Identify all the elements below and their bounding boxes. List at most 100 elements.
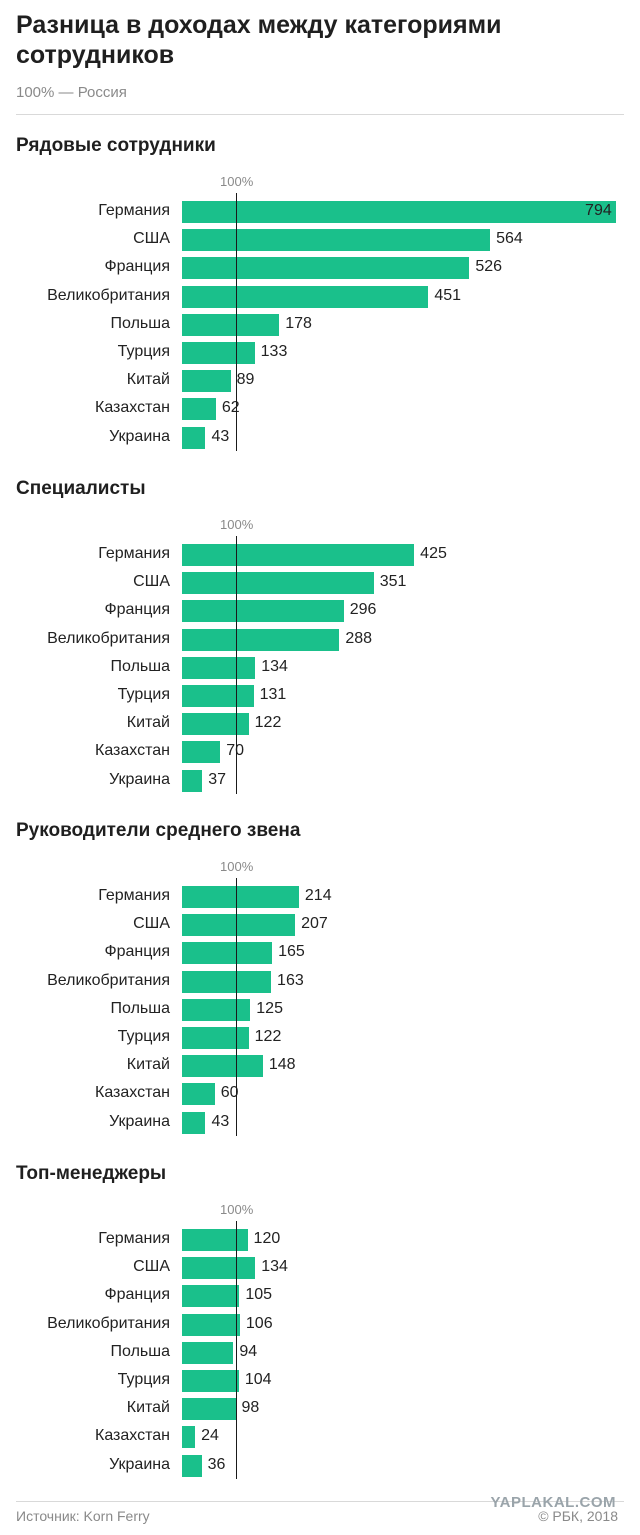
- bar: [182, 370, 231, 393]
- category-label: США: [133, 230, 170, 248]
- bar-row: Турция 133: [0, 340, 640, 364]
- bar: [182, 1027, 249, 1049]
- value-label: 148: [268, 1056, 296, 1074]
- bar-row: Украина 43: [0, 425, 640, 449]
- value-label: 62: [221, 399, 240, 417]
- chart-title: Руководители среднего звена: [16, 820, 301, 841]
- bar: [182, 229, 491, 252]
- chart-title: Топ-менеджеры: [16, 1163, 167, 1184]
- bar-row: США 564: [0, 227, 640, 252]
- category-label: Франция: [104, 601, 170, 619]
- bar: [182, 713, 249, 736]
- value-label: 120: [253, 1230, 281, 1247]
- category-label: Польша: [110, 1342, 170, 1360]
- value-label: 134: [261, 1258, 288, 1276]
- value-label: 564: [496, 230, 523, 248]
- bar-row: Казахстан 62: [0, 396, 640, 421]
- value-label: 425: [420, 545, 447, 562]
- bar-row: Великобритания 288: [0, 627, 640, 651]
- bar: [182, 628, 340, 651]
- reference-label: 100%: [220, 174, 254, 189]
- chart-panel: Руководители среднего звена 100% Германия 2…: [0, 820, 640, 1150]
- bar-row: Германия 425: [0, 542, 640, 566]
- bar: [182, 1229, 248, 1251]
- copyright-credit: © РБК, 2018: [538, 1508, 618, 1524]
- category-label: Германия: [98, 545, 170, 562]
- bar: [182, 342, 255, 364]
- reference-line: [235, 878, 238, 1136]
- bar-row: США 207: [0, 912, 640, 937]
- value-label: 526: [475, 258, 503, 276]
- value-label: 207: [301, 915, 328, 933]
- bar: [182, 886, 299, 908]
- value-label: 122: [254, 1028, 282, 1045]
- bar: [182, 426, 206, 449]
- bar-row: Польша 94: [0, 1340, 640, 1364]
- bar-row: Казахстан 60: [0, 1081, 640, 1106]
- bar: [182, 1341, 234, 1364]
- bar-row: Франция 526: [0, 255, 640, 280]
- category-label: Великобритания: [47, 629, 170, 647]
- source-note: Источник: Korn Ferry: [16, 1508, 150, 1524]
- category-label: Польша: [110, 999, 170, 1017]
- value-label: 296: [349, 601, 377, 619]
- value-label: 131: [259, 686, 287, 703]
- value-label: 125: [256, 999, 283, 1017]
- bar-row: Украина 43: [0, 1110, 640, 1134]
- category-label: Польша: [110, 657, 170, 675]
- category-label: Казахстан: [95, 1427, 170, 1445]
- bar: [182, 1055, 263, 1078]
- value-label: 794: [585, 202, 612, 219]
- category-label: Турция: [117, 1028, 170, 1045]
- bar: [182, 1426, 196, 1449]
- category-label: Франция: [104, 943, 170, 961]
- bar-row: Казахстан 70: [0, 739, 640, 764]
- value-label: 133: [260, 343, 288, 360]
- category-label: Казахстан: [95, 1084, 170, 1102]
- bar-row: Китай 98: [0, 1396, 640, 1421]
- bar-row: Германия 120: [0, 1227, 640, 1251]
- bar: [182, 313, 280, 336]
- category-label: США: [133, 915, 170, 933]
- bar-row: Казахстан 24: [0, 1424, 640, 1449]
- bar-row: Турция 122: [0, 1025, 640, 1049]
- value-label: 43: [211, 1112, 230, 1130]
- category-label: Казахстан: [95, 399, 170, 417]
- bar-row: США 134: [0, 1255, 640, 1280]
- bar-row: Украина 37: [0, 768, 640, 792]
- watermark: YAPLAKAL.COM: [490, 1494, 616, 1511]
- value-label: 36: [207, 1455, 226, 1473]
- chart-panel: Специалисты 100% Германия 425 США 351 Франция 2…: [0, 478, 640, 808]
- chart-title: Специалисты: [16, 478, 146, 499]
- category-label: Китай: [126, 1399, 170, 1417]
- value-label: 134: [261, 657, 288, 675]
- value-label: 165: [278, 943, 305, 961]
- bar: [182, 1370, 239, 1392]
- category-label: США: [133, 1258, 170, 1276]
- bar: [182, 572, 374, 595]
- bar-row: Великобритания 451: [0, 284, 640, 308]
- chart-title: Рядовые сотрудники: [16, 135, 216, 156]
- category-label: Китай: [126, 371, 170, 389]
- category-label: Германия: [98, 887, 170, 904]
- category-label: Польша: [110, 314, 170, 332]
- bar-row: Украина 36: [0, 1453, 640, 1477]
- bar-row: Китай 122: [0, 711, 640, 736]
- value-label: 106: [245, 1314, 273, 1332]
- bar: [182, 1111, 206, 1134]
- category-label: Великобритания: [47, 286, 170, 304]
- bar-row: Китай 89: [0, 368, 640, 393]
- category-label: Германия: [98, 202, 170, 219]
- value-label: 70: [226, 739, 244, 763]
- category-label: Китай: [126, 714, 170, 732]
- value-label: 94: [239, 1342, 258, 1360]
- bar: [182, 685, 254, 707]
- value-label: 163: [277, 971, 304, 989]
- bar-row: Германия 794: [0, 199, 640, 223]
- bar: [182, 1285, 240, 1308]
- bar-row: Германия 214: [0, 884, 640, 908]
- category-label: Турция: [117, 343, 170, 360]
- value-label: 60: [220, 1084, 239, 1102]
- bar-row: Франция 105: [0, 1283, 640, 1308]
- bar: [182, 998, 251, 1021]
